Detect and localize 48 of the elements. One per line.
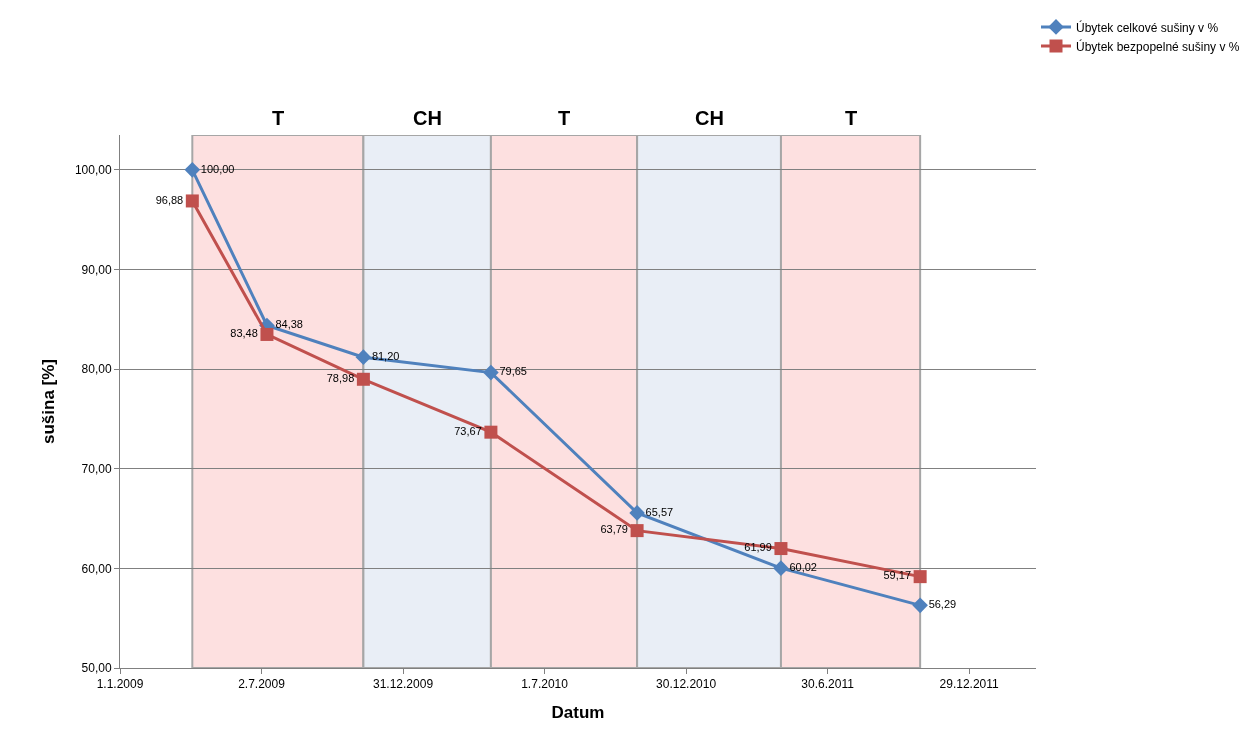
y-tick-label: 80,00: [81, 362, 112, 377]
point: [629, 505, 645, 521]
point: [483, 364, 499, 381]
point: [912, 597, 928, 614]
point: [185, 194, 199, 208]
y-tick-label: 90,00: [81, 262, 112, 277]
data-label: 81,20: [371, 349, 400, 362]
x-tick-label: 1.1.2009: [96, 677, 144, 692]
band-label: CH: [695, 107, 724, 129]
point: [774, 542, 788, 556]
x-axis-title: Datum: [551, 702, 605, 722]
data-label: 78,98: [326, 372, 355, 385]
point: [630, 524, 644, 538]
data-label: 65,57: [645, 505, 674, 518]
x-tick-label: 30.12.2010: [656, 677, 717, 692]
data-label: 59,17: [883, 569, 912, 582]
point: [260, 327, 274, 341]
x-tick-label: 31.12.2009: [373, 677, 434, 692]
point: [356, 372, 370, 386]
point: [355, 349, 372, 365]
x-tick-label: 2.7.2009: [238, 677, 286, 692]
data-label: 84,38: [275, 318, 303, 331]
point: [773, 560, 789, 576]
band-label: T: [272, 107, 285, 129]
data-label: 83,48: [230, 327, 258, 340]
x-tick-label: 29.12.2011: [939, 677, 1000, 692]
data-label: 73,67: [454, 424, 482, 437]
y-tick-label: 60,00: [81, 561, 112, 576]
legend-label: Úbytek bezpopelné sušiny v %: [1076, 38, 1240, 54]
data-label: 56,29: [928, 598, 957, 611]
data-label: 63,79: [600, 523, 628, 536]
data-label: 60,02: [789, 560, 817, 573]
y-tick-label: 50,00: [81, 661, 112, 676]
data-label: 96,88: [155, 193, 184, 206]
point: [913, 570, 927, 584]
band-label: CH: [413, 107, 442, 129]
legend-label: Úbytek celkové sušiny v %: [1076, 19, 1219, 35]
band-label: T: [845, 107, 858, 129]
x-tick-label: 1.7.2010: [521, 677, 569, 692]
y-axis-title: sušina [%]: [39, 358, 59, 445]
data-label: 79,65: [499, 365, 527, 378]
point: [484, 425, 498, 439]
y-tick-label: 70,00: [81, 461, 112, 476]
y-tick-label: 100,00: [74, 163, 112, 178]
data-label: 100,00: [200, 162, 235, 175]
band-label: T: [558, 107, 571, 129]
x-tick-label: 30.6.2011: [801, 677, 855, 692]
point: [184, 162, 201, 178]
